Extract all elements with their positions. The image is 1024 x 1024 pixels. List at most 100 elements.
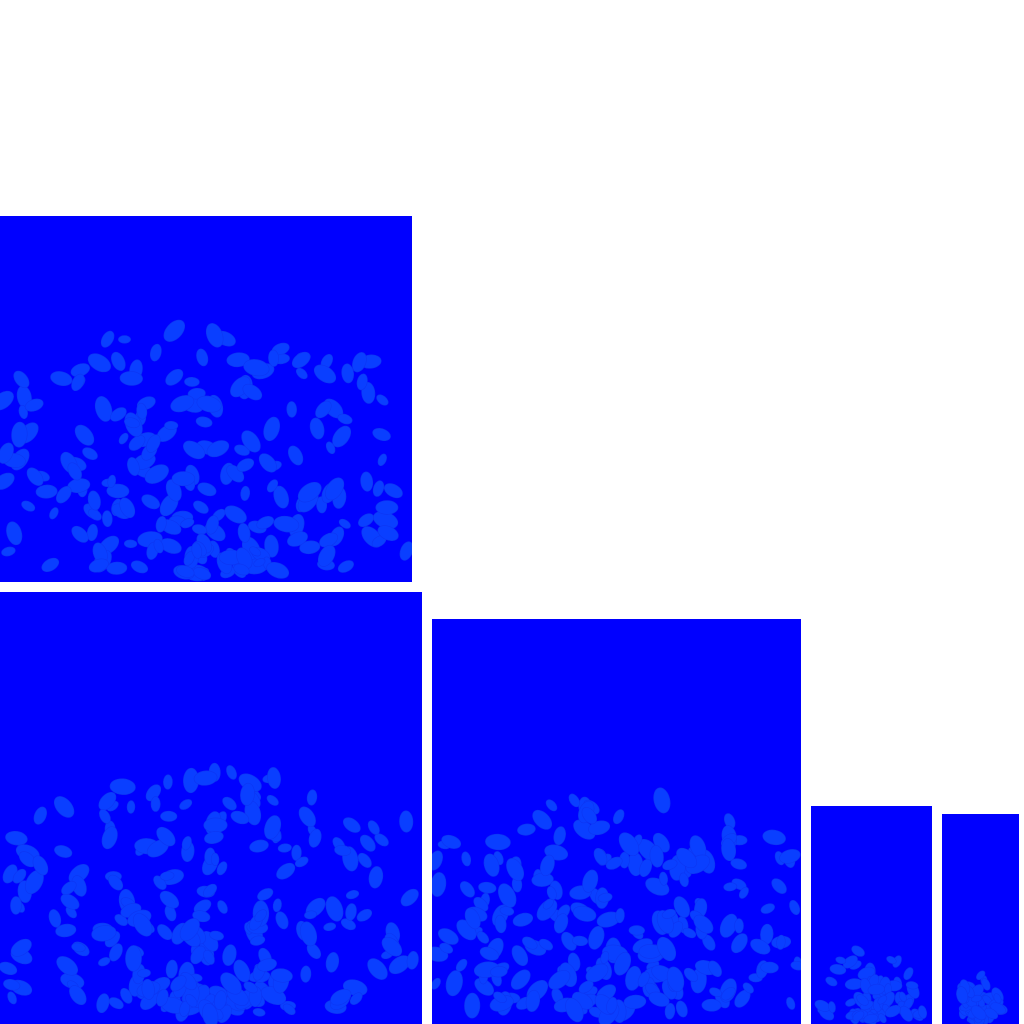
leaf-shape — [356, 909, 373, 922]
leaf-shape — [662, 859, 678, 871]
leaf-shape — [236, 458, 255, 472]
leaf-shape — [74, 424, 95, 446]
leaf-shape — [338, 518, 351, 529]
leaf-shape — [141, 494, 160, 510]
leaf-shape — [299, 921, 318, 947]
leaf-shape — [98, 791, 117, 811]
leaf-shape — [35, 484, 58, 499]
leaf-shape — [510, 969, 531, 990]
leaf-shape — [673, 896, 690, 918]
leaf-shape — [565, 997, 584, 1023]
leaf-shape — [61, 880, 77, 896]
leaf-shape — [878, 1013, 887, 1024]
leaf-shape — [341, 363, 354, 384]
leaf-shape — [257, 958, 277, 972]
leaf-shape — [171, 471, 196, 487]
leaf-shape — [206, 440, 230, 458]
leaf-shape — [141, 978, 155, 1000]
leaf-shape — [156, 826, 176, 847]
leaf-shape — [918, 1005, 927, 1019]
leaf-shape — [124, 539, 138, 549]
leaf-shape — [179, 799, 193, 810]
leaf-shape — [400, 888, 419, 907]
leaf-shape — [165, 959, 178, 979]
leaf-shape — [71, 373, 85, 392]
leaf-shape — [270, 968, 293, 983]
leaf-shape — [99, 809, 111, 824]
leaf-shape — [532, 809, 553, 830]
leaf-shape — [352, 352, 367, 373]
leaf-shape — [377, 453, 387, 466]
leaf-shape — [367, 820, 380, 835]
leaf-shape — [125, 945, 142, 972]
leaf-shape — [56, 486, 72, 504]
leaf-shape — [88, 558, 109, 573]
leaf-shape — [789, 900, 801, 915]
leaf-shape — [5, 830, 28, 846]
leaf-shape — [0, 961, 18, 975]
leaf-shape — [237, 523, 251, 543]
leaf-shape — [41, 557, 60, 572]
leaf-shape — [479, 946, 500, 961]
leaf-shape — [190, 945, 206, 965]
leaf-shape — [540, 854, 555, 877]
leaf-shape — [851, 945, 865, 957]
leaf-shape — [498, 883, 517, 908]
leaf-shape — [676, 847, 698, 869]
leaf-shape — [153, 538, 164, 554]
leaf-shape — [118, 432, 129, 445]
leaf-shape — [13, 370, 30, 389]
leaf-shape — [87, 353, 111, 373]
leaf-shape — [240, 782, 255, 806]
leaf-shape — [606, 997, 618, 1014]
leaf-shape — [287, 531, 308, 547]
leaf-shape — [98, 957, 111, 967]
leaf-shape — [956, 986, 968, 1005]
leaf-shape — [263, 416, 281, 442]
leaf-shape — [522, 936, 538, 950]
leaf-shape — [358, 513, 374, 528]
leaf-cluster-image — [0, 319, 412, 582]
leaf-shape — [506, 858, 525, 882]
leaf-shape — [12, 868, 27, 884]
leaf-shape — [325, 952, 340, 973]
leaf-shape — [196, 395, 222, 413]
leaf-shape — [100, 330, 115, 348]
leaf-shape — [273, 485, 289, 509]
leaf-shape — [372, 480, 385, 497]
leaf-shape — [742, 982, 754, 994]
leaf-shape — [160, 810, 178, 822]
leaf-shape — [258, 453, 277, 473]
leaf-shape — [193, 770, 218, 786]
leaf-shape — [721, 838, 737, 862]
leaf-shape — [548, 970, 571, 990]
leaf-shape — [297, 482, 322, 503]
leaf-shape — [664, 1003, 676, 1020]
leaf-shape — [220, 972, 242, 995]
leaf-shape — [867, 983, 885, 996]
leaf-shape — [86, 523, 98, 542]
leaf-shape — [272, 898, 282, 913]
leaf-shape — [360, 471, 374, 492]
leaf-shape — [230, 810, 250, 825]
leaf-shape — [432, 872, 447, 897]
leaf-shape — [605, 856, 623, 870]
leaf-shape — [10, 938, 32, 957]
leaf-shape — [377, 525, 399, 541]
leaf-shape — [308, 828, 322, 848]
leaf-cluster-panel-top-left — [0, 216, 412, 582]
leaf-shape — [730, 858, 747, 870]
leaf-shape — [159, 890, 179, 909]
leaf-shape — [437, 928, 459, 945]
leaf-shape — [205, 323, 224, 348]
leaf-shape — [87, 490, 101, 511]
leaf-shape — [195, 416, 213, 428]
leaf-shape — [693, 914, 714, 934]
leaf-shape — [306, 789, 318, 806]
leaf-shape — [119, 371, 143, 386]
leaf-shape — [33, 806, 47, 825]
leaf-shape — [233, 563, 250, 576]
leaf-shape — [546, 886, 557, 901]
leaf-shape — [360, 834, 376, 852]
leaf-shape — [294, 856, 309, 868]
